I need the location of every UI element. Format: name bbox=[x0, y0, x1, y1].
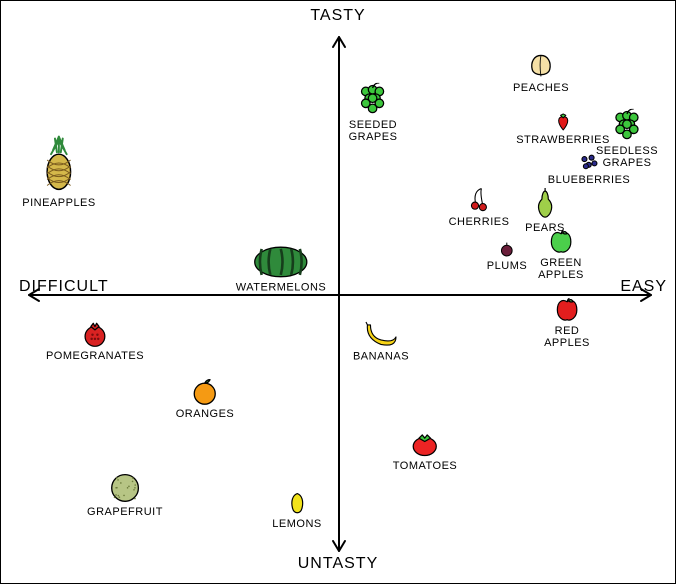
fruit-cherries: CHERRIES bbox=[449, 186, 510, 228]
blueberries-label: BLUEBERRIES bbox=[548, 174, 631, 186]
watermelons-label: WATERMELONS bbox=[236, 281, 326, 293]
green-apples-label: GREEN APPLES bbox=[538, 257, 584, 281]
axis-label-right: EASY bbox=[620, 278, 667, 296]
fruit-red-apples: RED APPLES bbox=[544, 297, 590, 349]
pears-icon bbox=[532, 188, 558, 220]
bananas-icon bbox=[363, 320, 399, 349]
axis-label-bottom: UNTASTY bbox=[1, 555, 675, 583]
pineapples-label: PINEAPPLES bbox=[22, 197, 95, 209]
fruit-plums: PLUMS bbox=[487, 242, 527, 272]
tomatoes-icon bbox=[411, 430, 439, 458]
fruit-watermelons: WATERMELONS bbox=[236, 245, 326, 294]
peaches-icon bbox=[527, 52, 555, 80]
cherries-label: CHERRIES bbox=[449, 216, 510, 228]
red-apples-icon bbox=[554, 297, 580, 323]
fruit-lemons: LEMONS bbox=[272, 492, 321, 530]
fruit-oranges: ORANGES bbox=[176, 378, 235, 420]
grapefruit-icon bbox=[109, 472, 141, 504]
fruit-tomatoes: TOMATOES bbox=[393, 430, 458, 472]
plums-label: PLUMS bbox=[487, 260, 527, 272]
pomegranates-icon bbox=[81, 320, 109, 348]
strawberries-icon bbox=[555, 112, 571, 132]
bananas-label: BANANAS bbox=[353, 350, 409, 362]
peaches-label: PEACHES bbox=[513, 82, 569, 94]
grapefruit-label: GRAPEFRUIT bbox=[87, 506, 163, 518]
pineapples-icon bbox=[41, 133, 76, 195]
chart-canvas: TASTY UNTASTY DIFFICULT EASY PEACHES SEE… bbox=[0, 0, 676, 584]
cherries-icon bbox=[469, 186, 489, 214]
lemons-label: LEMONS bbox=[272, 518, 321, 530]
tomatoes-label: TOMATOES bbox=[393, 460, 458, 472]
seeded-grapes-icon bbox=[356, 83, 390, 117]
seeded-grapes-label: SEEDED GRAPES bbox=[349, 119, 398, 143]
seedless-grapes-icon bbox=[610, 109, 644, 143]
lemons-icon bbox=[287, 492, 307, 516]
fruit-pomegranates: POMEGRANATES bbox=[46, 320, 144, 362]
oranges-label: ORANGES bbox=[176, 408, 235, 420]
pomegranates-label: POMEGRANATES bbox=[46, 350, 144, 362]
oranges-icon bbox=[191, 378, 219, 406]
red-apples-label: RED APPLES bbox=[544, 325, 590, 349]
fruit-pineapples: PINEAPPLES bbox=[22, 133, 95, 209]
fruit-blueberries: BLUEBERRIES bbox=[548, 152, 631, 186]
fruit-bananas: BANANAS bbox=[353, 320, 409, 363]
watermelons-icon bbox=[253, 245, 309, 280]
fruit-seeded-grapes: SEEDED GRAPES bbox=[349, 83, 398, 143]
fruit-peaches: PEACHES bbox=[513, 52, 569, 94]
green-apples-icon bbox=[548, 229, 574, 255]
fruit-green-apples: GREEN APPLES bbox=[538, 229, 584, 281]
plums-icon bbox=[499, 242, 515, 258]
fruit-pears: PEARS bbox=[525, 188, 565, 234]
blueberries-icon bbox=[579, 152, 599, 172]
axis-label-left: DIFFICULT bbox=[19, 278, 109, 296]
fruit-grapefruit: GRAPEFRUIT bbox=[87, 472, 163, 518]
axis-label-top: TASTY bbox=[1, 7, 675, 25]
